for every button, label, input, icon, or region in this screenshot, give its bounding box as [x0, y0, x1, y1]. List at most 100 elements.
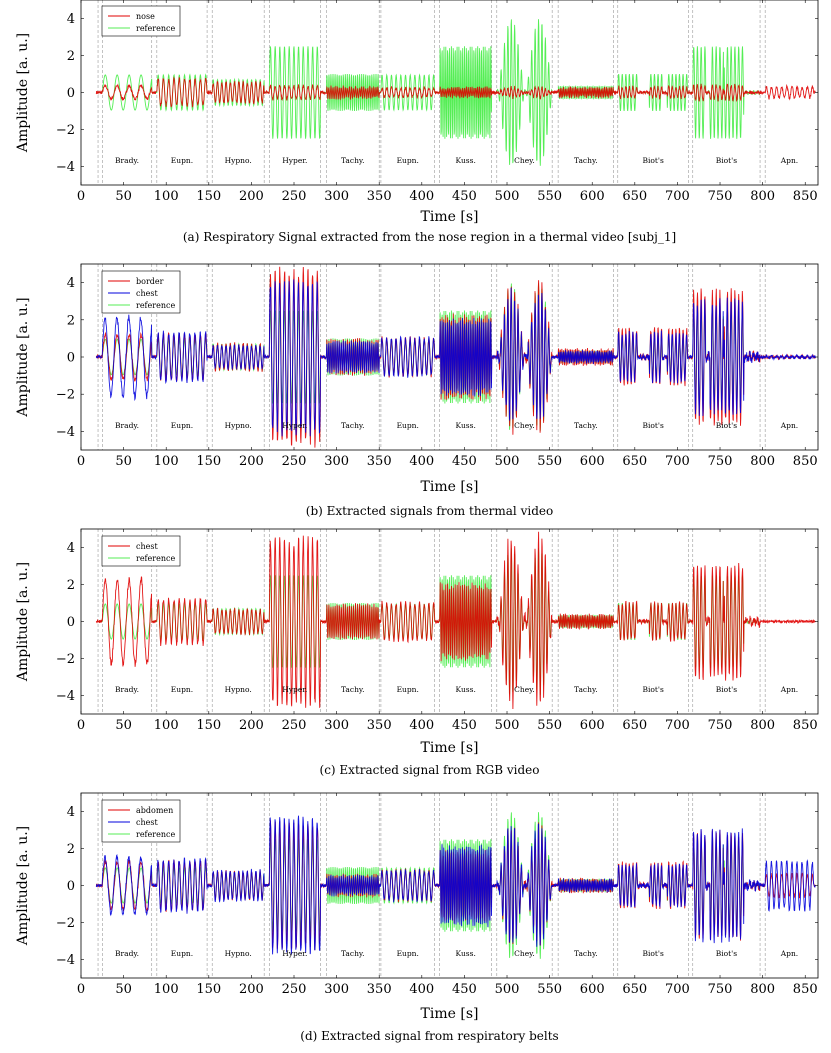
x-tick-label: 0: [77, 454, 85, 469]
x-tick-label: 850: [793, 189, 818, 204]
segment-label: Chey.: [514, 685, 535, 694]
y-tick-label: 4: [67, 541, 75, 556]
segment-label: Hyper.: [282, 156, 307, 165]
segment-label: Brady.: [115, 156, 139, 165]
x-tick-label: 50: [115, 189, 132, 204]
x-tick-label: 500: [495, 718, 520, 733]
x-tick-label: 300: [324, 454, 349, 469]
x-tick-label: 600: [580, 982, 605, 997]
segment-label: Apn.: [780, 156, 798, 165]
y-axis-label: Amplitude [a. u.]: [15, 826, 31, 946]
x-tick-label: 350: [367, 982, 392, 997]
x-tick-label: 700: [665, 982, 690, 997]
x-tick-label: 250: [282, 718, 307, 733]
segment-label: Chey.: [514, 421, 535, 430]
x-tick-label: 250: [282, 982, 307, 997]
x-tick-label: 450: [452, 189, 477, 204]
legend-box: [101, 799, 181, 843]
segment-label: Eupn.: [397, 685, 419, 694]
x-axis-label: Time [s]: [421, 1006, 479, 1022]
segment-label: Tachy.: [574, 949, 598, 958]
segment-label: Brady.: [115, 949, 139, 958]
y-axis-label: Amplitude [a. u.]: [15, 33, 31, 153]
y-tick-label: 0: [67, 879, 75, 894]
legend-label-chest: chest: [136, 289, 158, 298]
x-tick-label: 150: [196, 982, 221, 997]
series-line-chest: [95, 279, 816, 437]
legend-label-abdomen: abdomen: [136, 806, 173, 815]
x-tick-label: 50: [115, 454, 132, 469]
series-lines: [95, 19, 816, 166]
y-axis: −4 −2 0 2 4 Amplitude [a. u.]: [15, 541, 818, 704]
chart-panel-4: Brady. Eupn. Hypno. Hyper. Tachy. Eupn. Kuss. C…: [15, 792, 819, 1043]
y-tick-label: −4: [56, 689, 75, 704]
segment-labels: Brady. Eupn. Hypno. Hyper. Tachy. Eupn. Kuss. C…: [115, 421, 798, 430]
x-tick-label: 500: [495, 454, 520, 469]
x-axis: 0 50 100 150 200 250 300 350 400 450 500 550 600 650 7…: [77, 529, 818, 756]
segment-label: Biot's: [642, 949, 664, 958]
segment-label: Hyper.: [282, 421, 307, 430]
segment-label: Eupn.: [171, 949, 193, 958]
x-tick-label: 550: [537, 982, 562, 997]
segment-label: Kuss.: [456, 421, 476, 430]
x-tick-label: 650: [622, 982, 647, 997]
y-axis: −4 −2 0 2 4 Amplitude [a. u.]: [15, 12, 818, 175]
x-tick-label: 700: [665, 189, 690, 204]
x-tick-label: 750: [708, 454, 733, 469]
segment-label: Apn.: [780, 421, 798, 430]
y-axis-label: Amplitude [a. u.]: [15, 297, 31, 417]
x-tick-label: 800: [750, 982, 775, 997]
x-tick-label: 850: [793, 454, 818, 469]
x-tick-label: 750: [708, 718, 733, 733]
x-tick-label: 50: [115, 718, 132, 733]
legend-label-chest: chest: [136, 542, 158, 551]
x-tick-label: 650: [622, 189, 647, 204]
legend: border chest reference: [101, 270, 181, 314]
y-axis-label: Amplitude [a. u.]: [15, 562, 31, 682]
segment-label: Kuss.: [456, 685, 476, 694]
x-tick-label: 600: [580, 454, 605, 469]
x-tick-label: 450: [452, 454, 477, 469]
x-tick-label: 200: [239, 982, 264, 997]
y-tick-label: −2: [56, 123, 75, 138]
segment-label: Tachy.: [574, 685, 598, 694]
segment-label: Hypno.: [225, 156, 252, 165]
x-tick-label: 300: [324, 982, 349, 997]
x-tick-label: 0: [77, 982, 85, 997]
x-tick-label: 100: [154, 454, 179, 469]
x-tick-label: 400: [409, 718, 434, 733]
legend-label-reference: reference: [136, 554, 175, 563]
x-tick-label: 350: [367, 454, 392, 469]
x-tick-label: 150: [196, 189, 221, 204]
segment-label: Eupn.: [397, 949, 419, 958]
y-tick-label: 2: [67, 49, 75, 64]
segment-label: Eupn.: [171, 156, 193, 165]
x-tick-label: 850: [793, 718, 818, 733]
panel-caption: (a) Respiratory Signal extracted from th…: [183, 230, 676, 244]
y-axis: −4 −2 0 2 4 Amplitude [a. u.]: [15, 276, 818, 440]
chart-panel-3: Brady. Eupn. Hypno. Hyper. Tachy. Eupn. Kuss. C…: [15, 528, 819, 777]
x-tick-label: 550: [537, 718, 562, 733]
segment-label: Biot's: [716, 685, 738, 694]
x-tick-label: 700: [665, 718, 690, 733]
x-tick-label: 0: [77, 718, 85, 733]
x-axis-label: Time [s]: [421, 209, 479, 225]
y-tick-label: 4: [67, 12, 75, 27]
segment-label: Kuss.: [456, 156, 476, 165]
segment-label: Eupn.: [397, 421, 419, 430]
y-tick-label: −2: [56, 916, 75, 931]
x-tick-label: 600: [580, 718, 605, 733]
segment-label: Kuss.: [456, 949, 476, 958]
x-tick-label: 450: [452, 982, 477, 997]
x-tick-label: 100: [154, 189, 179, 204]
segment-labels: Brady. Eupn. Hypno. Hyper. Tachy. Eupn. Kuss. C…: [115, 685, 798, 694]
segment-label: Brady.: [115, 421, 139, 430]
x-tick-label: 350: [367, 718, 392, 733]
legend-label-reference: reference: [136, 830, 175, 839]
y-tick-label: 2: [67, 313, 75, 328]
segment-label: Tachy.: [341, 685, 365, 694]
x-tick-label: 300: [324, 189, 349, 204]
x-tick-label: 50: [115, 982, 132, 997]
segment-label: Biot's: [642, 685, 664, 694]
x-tick-label: 650: [622, 718, 647, 733]
